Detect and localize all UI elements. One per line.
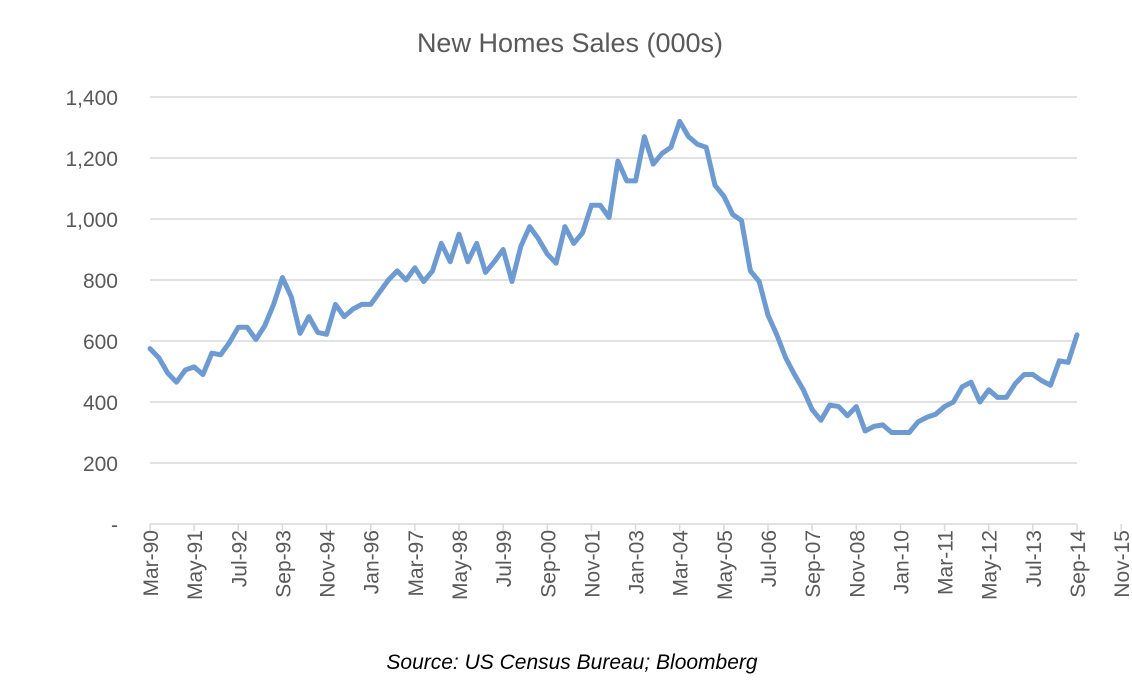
gridlines bbox=[150, 96, 1077, 464]
y-tick-label: 200 bbox=[83, 453, 118, 476]
y-tick-label: 600 bbox=[83, 331, 118, 354]
x-tick-label: Jan-96 bbox=[361, 530, 384, 594]
x-tick-label: Sep-00 bbox=[537, 530, 560, 598]
x-tick-label: May-12 bbox=[979, 530, 1002, 600]
x-tick-label: Mar-04 bbox=[670, 530, 693, 597]
x-tick-label: Nov-01 bbox=[581, 530, 604, 598]
x-tick-label: Jul-99 bbox=[493, 530, 516, 587]
chart-title: New Homes Sales (000s) bbox=[417, 28, 723, 58]
series-line bbox=[147, 118, 1080, 435]
x-tick-label: Jul-13 bbox=[1023, 530, 1046, 587]
y-axis-ticks: - 200 400 600 800 1,000 1,200 1,400 bbox=[65, 87, 118, 537]
series-group bbox=[147, 118, 1080, 435]
x-tick-label: Mar-11 bbox=[935, 530, 958, 595]
y-tick-label: 1,200 bbox=[65, 148, 118, 171]
x-tick-label: May-91 bbox=[184, 530, 207, 600]
x-tick-label: Jan-10 bbox=[890, 530, 913, 594]
x-tick-label: Jul-06 bbox=[758, 530, 781, 587]
x-tick-label: Mar-97 bbox=[405, 530, 428, 597]
x-tick-label: May-98 bbox=[449, 530, 472, 600]
x-tick-label: Sep-07 bbox=[802, 530, 825, 598]
y-tick-label: 400 bbox=[83, 392, 118, 415]
x-tick-label: Nov-94 bbox=[317, 530, 340, 598]
y-tick-label: 1,400 bbox=[65, 87, 118, 110]
x-tick-label: Mar-90 bbox=[140, 530, 163, 597]
y-tick-label: 800 bbox=[83, 270, 118, 293]
x-tick-label: Nov-15 bbox=[1111, 530, 1132, 598]
x-axis-ticks: Mar-90 May-91 Jul-92 Sep-93 Nov-94 Jan-96 Mar-… bbox=[140, 524, 1132, 600]
x-tick-label: Sep-14 bbox=[1067, 530, 1090, 598]
x-tick-label: Jan-03 bbox=[626, 530, 649, 594]
x-tick-label: Jul-92 bbox=[228, 530, 251, 587]
x-tick-label: Sep-93 bbox=[272, 530, 295, 598]
x-tick-label: May-05 bbox=[714, 530, 737, 600]
x-tick-label: Nov-08 bbox=[846, 530, 869, 598]
source-note: Source: US Census Bureau; Bloomberg bbox=[386, 651, 758, 674]
y-tick-label: 1,000 bbox=[65, 209, 118, 232]
y-tick-label: - bbox=[111, 514, 118, 537]
